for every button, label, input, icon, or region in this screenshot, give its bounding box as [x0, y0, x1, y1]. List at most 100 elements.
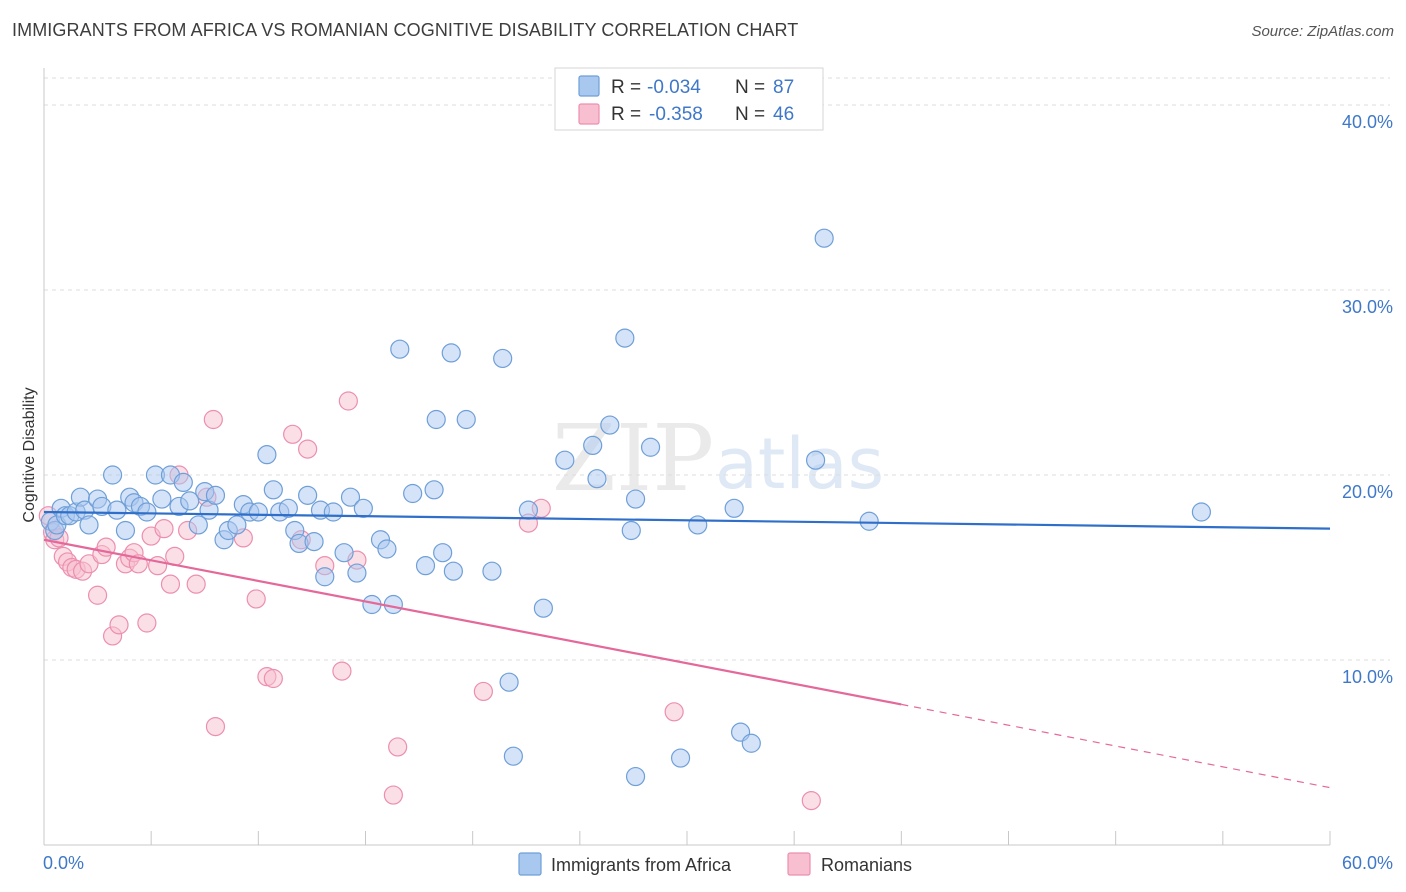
- legend-n-value: 46: [773, 104, 794, 125]
- data-point-romanians: [473, 681, 493, 702]
- data-point-africa: [555, 450, 575, 470]
- data-point-romanians: [137, 613, 157, 633]
- data-point-africa: [493, 348, 513, 369]
- data-point-africa: [625, 766, 646, 787]
- data-point-romanians: [246, 589, 266, 609]
- stats-legend: R = -0.034 N = 87 R = -0.358 N = 46: [554, 67, 824, 131]
- gridlines: [44, 77, 1390, 661]
- y-tick-label: 10.0%: [1342, 667, 1393, 687]
- data-point-romanians: [205, 716, 226, 737]
- data-point-africa: [263, 480, 283, 500]
- data-point-africa: [323, 502, 343, 522]
- data-point-africa: [152, 489, 172, 509]
- legend-r-value: -0.358: [649, 104, 703, 125]
- legend-swatch-pink: [578, 103, 600, 125]
- data-point-africa: [137, 502, 157, 522]
- data-point-africa: [377, 539, 397, 559]
- data-point-africa: [433, 543, 453, 563]
- data-point-africa: [499, 672, 519, 692]
- data-point-romanians: [87, 585, 108, 605]
- data-point-africa: [180, 491, 200, 511]
- data-point-africa: [107, 500, 127, 520]
- data-point-romanians: [263, 668, 283, 689]
- bottom-legend-swatch-blue: [518, 852, 542, 876]
- data-point-africa: [403, 483, 423, 504]
- data-point-africa: [298, 485, 318, 505]
- data-point-africa: [278, 498, 298, 518]
- trend-line-romanians: [43, 538, 902, 706]
- data-point-africa: [315, 567, 335, 587]
- data-point-africa: [482, 561, 502, 581]
- data-point-africa: [188, 515, 208, 535]
- bottom-legend-label: Immigrants from Africa: [551, 855, 732, 875]
- data-point-africa: [615, 328, 635, 348]
- data-point-africa: [227, 515, 247, 535]
- data-point-africa: [583, 435, 603, 455]
- data-point-romanians: [160, 574, 181, 594]
- data-point-africa: [205, 485, 226, 505]
- data-point-africa: [640, 437, 661, 457]
- data-point-africa: [79, 515, 99, 535]
- data-point-africa: [173, 472, 193, 492]
- legend-r-value: -0.034: [647, 77, 701, 98]
- data-point-africa: [353, 498, 373, 518]
- data-point-africa: [102, 465, 123, 485]
- data-point-africa: [670, 748, 691, 768]
- y-tick-label: 40.0%: [1342, 112, 1393, 132]
- data-point-africa: [115, 520, 136, 541]
- data-point-romanians: [388, 737, 408, 757]
- series-legend: Immigrants from Africa Romanians: [518, 852, 912, 876]
- bottom-legend-label: Romanians: [821, 855, 912, 875]
- chart-title: IMMIGRANTS FROM AFRICA VS ROMANIAN COGNI…: [12, 20, 799, 40]
- x-tick-label: 60.0%: [1342, 853, 1393, 873]
- y-tick-label: 30.0%: [1342, 297, 1393, 317]
- data-point-africa: [257, 445, 277, 465]
- data-point-romanians: [186, 574, 206, 594]
- y-tick-label: 20.0%: [1342, 482, 1393, 502]
- data-point-africa: [621, 520, 641, 541]
- trend-lines: [43, 510, 1331, 789]
- x-tick-labels: 0.0% 60.0%: [43, 853, 1393, 873]
- stats-legend-box: [554, 67, 824, 131]
- data-point-romanians: [203, 409, 223, 430]
- data-point-africa: [503, 746, 523, 766]
- data-point-africa: [688, 515, 708, 535]
- data-point-africa: [424, 480, 444, 500]
- data-point-africa: [304, 531, 324, 552]
- legend-n-label: N =: [735, 77, 765, 98]
- data-point-africa: [814, 228, 834, 248]
- trend-line-africa: [43, 510, 1331, 530]
- data-point-africa: [1191, 502, 1212, 522]
- data-point-africa: [347, 563, 367, 583]
- trend-line-romanians-extrapolated: [901, 703, 1331, 789]
- legend-r-label: R =: [611, 104, 641, 125]
- data-point-romanians: [283, 424, 303, 444]
- data-point-romanians: [801, 790, 821, 811]
- data-point-romanians: [383, 785, 403, 805]
- data-point-africa: [724, 498, 744, 518]
- watermark-atlas: atlas: [715, 423, 884, 505]
- data-point-africa: [518, 500, 538, 520]
- y-axis-label: Cognitive Disability: [21, 387, 38, 522]
- data-point-romanians: [338, 391, 358, 411]
- data-point-africa: [415, 556, 436, 576]
- data-point-africa: [741, 733, 761, 753]
- y-tick-labels: 10.0% 20.0% 30.0% 40.0%: [1342, 112, 1393, 687]
- x-ticks: [43, 831, 1331, 845]
- data-point-africa: [248, 502, 268, 522]
- data-point-romanians: [79, 554, 99, 574]
- data-point-romanians: [154, 519, 174, 539]
- data-point-africa: [334, 543, 354, 563]
- data-point-africa: [443, 561, 463, 581]
- data-point-romanians: [664, 702, 684, 722]
- series-immigrants-from-africa: [40, 228, 1212, 787]
- data-point-africa: [383, 594, 403, 615]
- data-point-africa: [441, 343, 461, 363]
- data-point-africa: [587, 469, 607, 489]
- x-tick-label: 0.0%: [43, 853, 84, 873]
- data-point-africa: [456, 409, 476, 430]
- data-point-africa: [533, 598, 553, 618]
- data-point-africa: [426, 409, 446, 430]
- data-point-romanians: [109, 615, 129, 635]
